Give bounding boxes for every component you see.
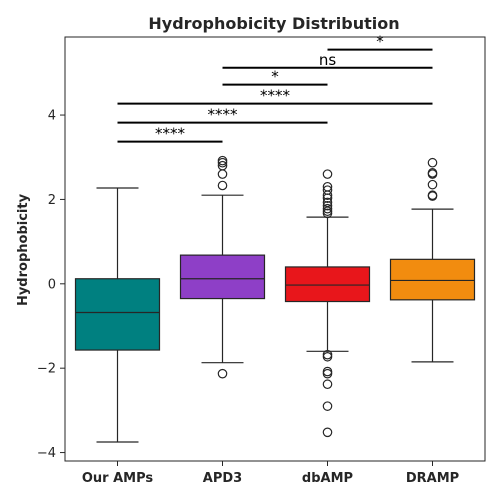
outlier-point bbox=[427, 190, 438, 201]
outlier-point bbox=[322, 427, 333, 438]
outlier-point bbox=[322, 379, 333, 390]
box-dbamp bbox=[284, 266, 371, 303]
y-tick-label: 2 bbox=[48, 193, 56, 208]
outlier-point bbox=[217, 169, 228, 179]
y-tick-label: 0 bbox=[48, 277, 56, 292]
significance-label: **** bbox=[260, 87, 291, 105]
outlier-point bbox=[427, 168, 438, 178]
box-our-amps bbox=[74, 278, 161, 351]
outlier-point bbox=[427, 179, 438, 190]
y-tick-label: −4 bbox=[37, 446, 56, 461]
x-tick-label: Our AMPs bbox=[82, 471, 154, 486]
outlier-point bbox=[322, 200, 333, 211]
plot-frame bbox=[64, 36, 486, 462]
box-apd3 bbox=[179, 254, 266, 300]
significance-label: ns bbox=[319, 51, 337, 69]
outlier-point bbox=[322, 185, 333, 195]
outlier-point bbox=[322, 181, 333, 192]
outlier-point bbox=[322, 368, 333, 379]
outlier-point bbox=[217, 155, 228, 166]
outlier-point bbox=[322, 203, 333, 214]
significance-label: * bbox=[376, 33, 384, 51]
y-tick-label: −2 bbox=[37, 362, 56, 377]
x-tick-label: APD3 bbox=[203, 471, 242, 486]
chart-title: Hydrophobicity Distribution bbox=[148, 14, 399, 33]
box-dramp bbox=[389, 258, 476, 301]
significance-label: * bbox=[271, 68, 279, 86]
outlier-point bbox=[322, 169, 333, 179]
outlier-point bbox=[322, 351, 333, 362]
outlier-point bbox=[322, 401, 333, 411]
significance-label: **** bbox=[208, 106, 239, 124]
y-tick-label: 4 bbox=[48, 109, 56, 124]
x-tick-label: dbAMP bbox=[302, 471, 353, 486]
x-tick-label: DRAMP bbox=[406, 471, 459, 486]
y-axis-label: Hydrophobicity bbox=[16, 193, 31, 306]
outlier-point bbox=[427, 157, 438, 168]
outlier-point bbox=[322, 197, 333, 208]
outlier-point bbox=[217, 368, 228, 379]
significance-label: **** bbox=[155, 125, 186, 143]
outlier-point bbox=[217, 180, 228, 191]
outlier-point bbox=[217, 160, 228, 171]
